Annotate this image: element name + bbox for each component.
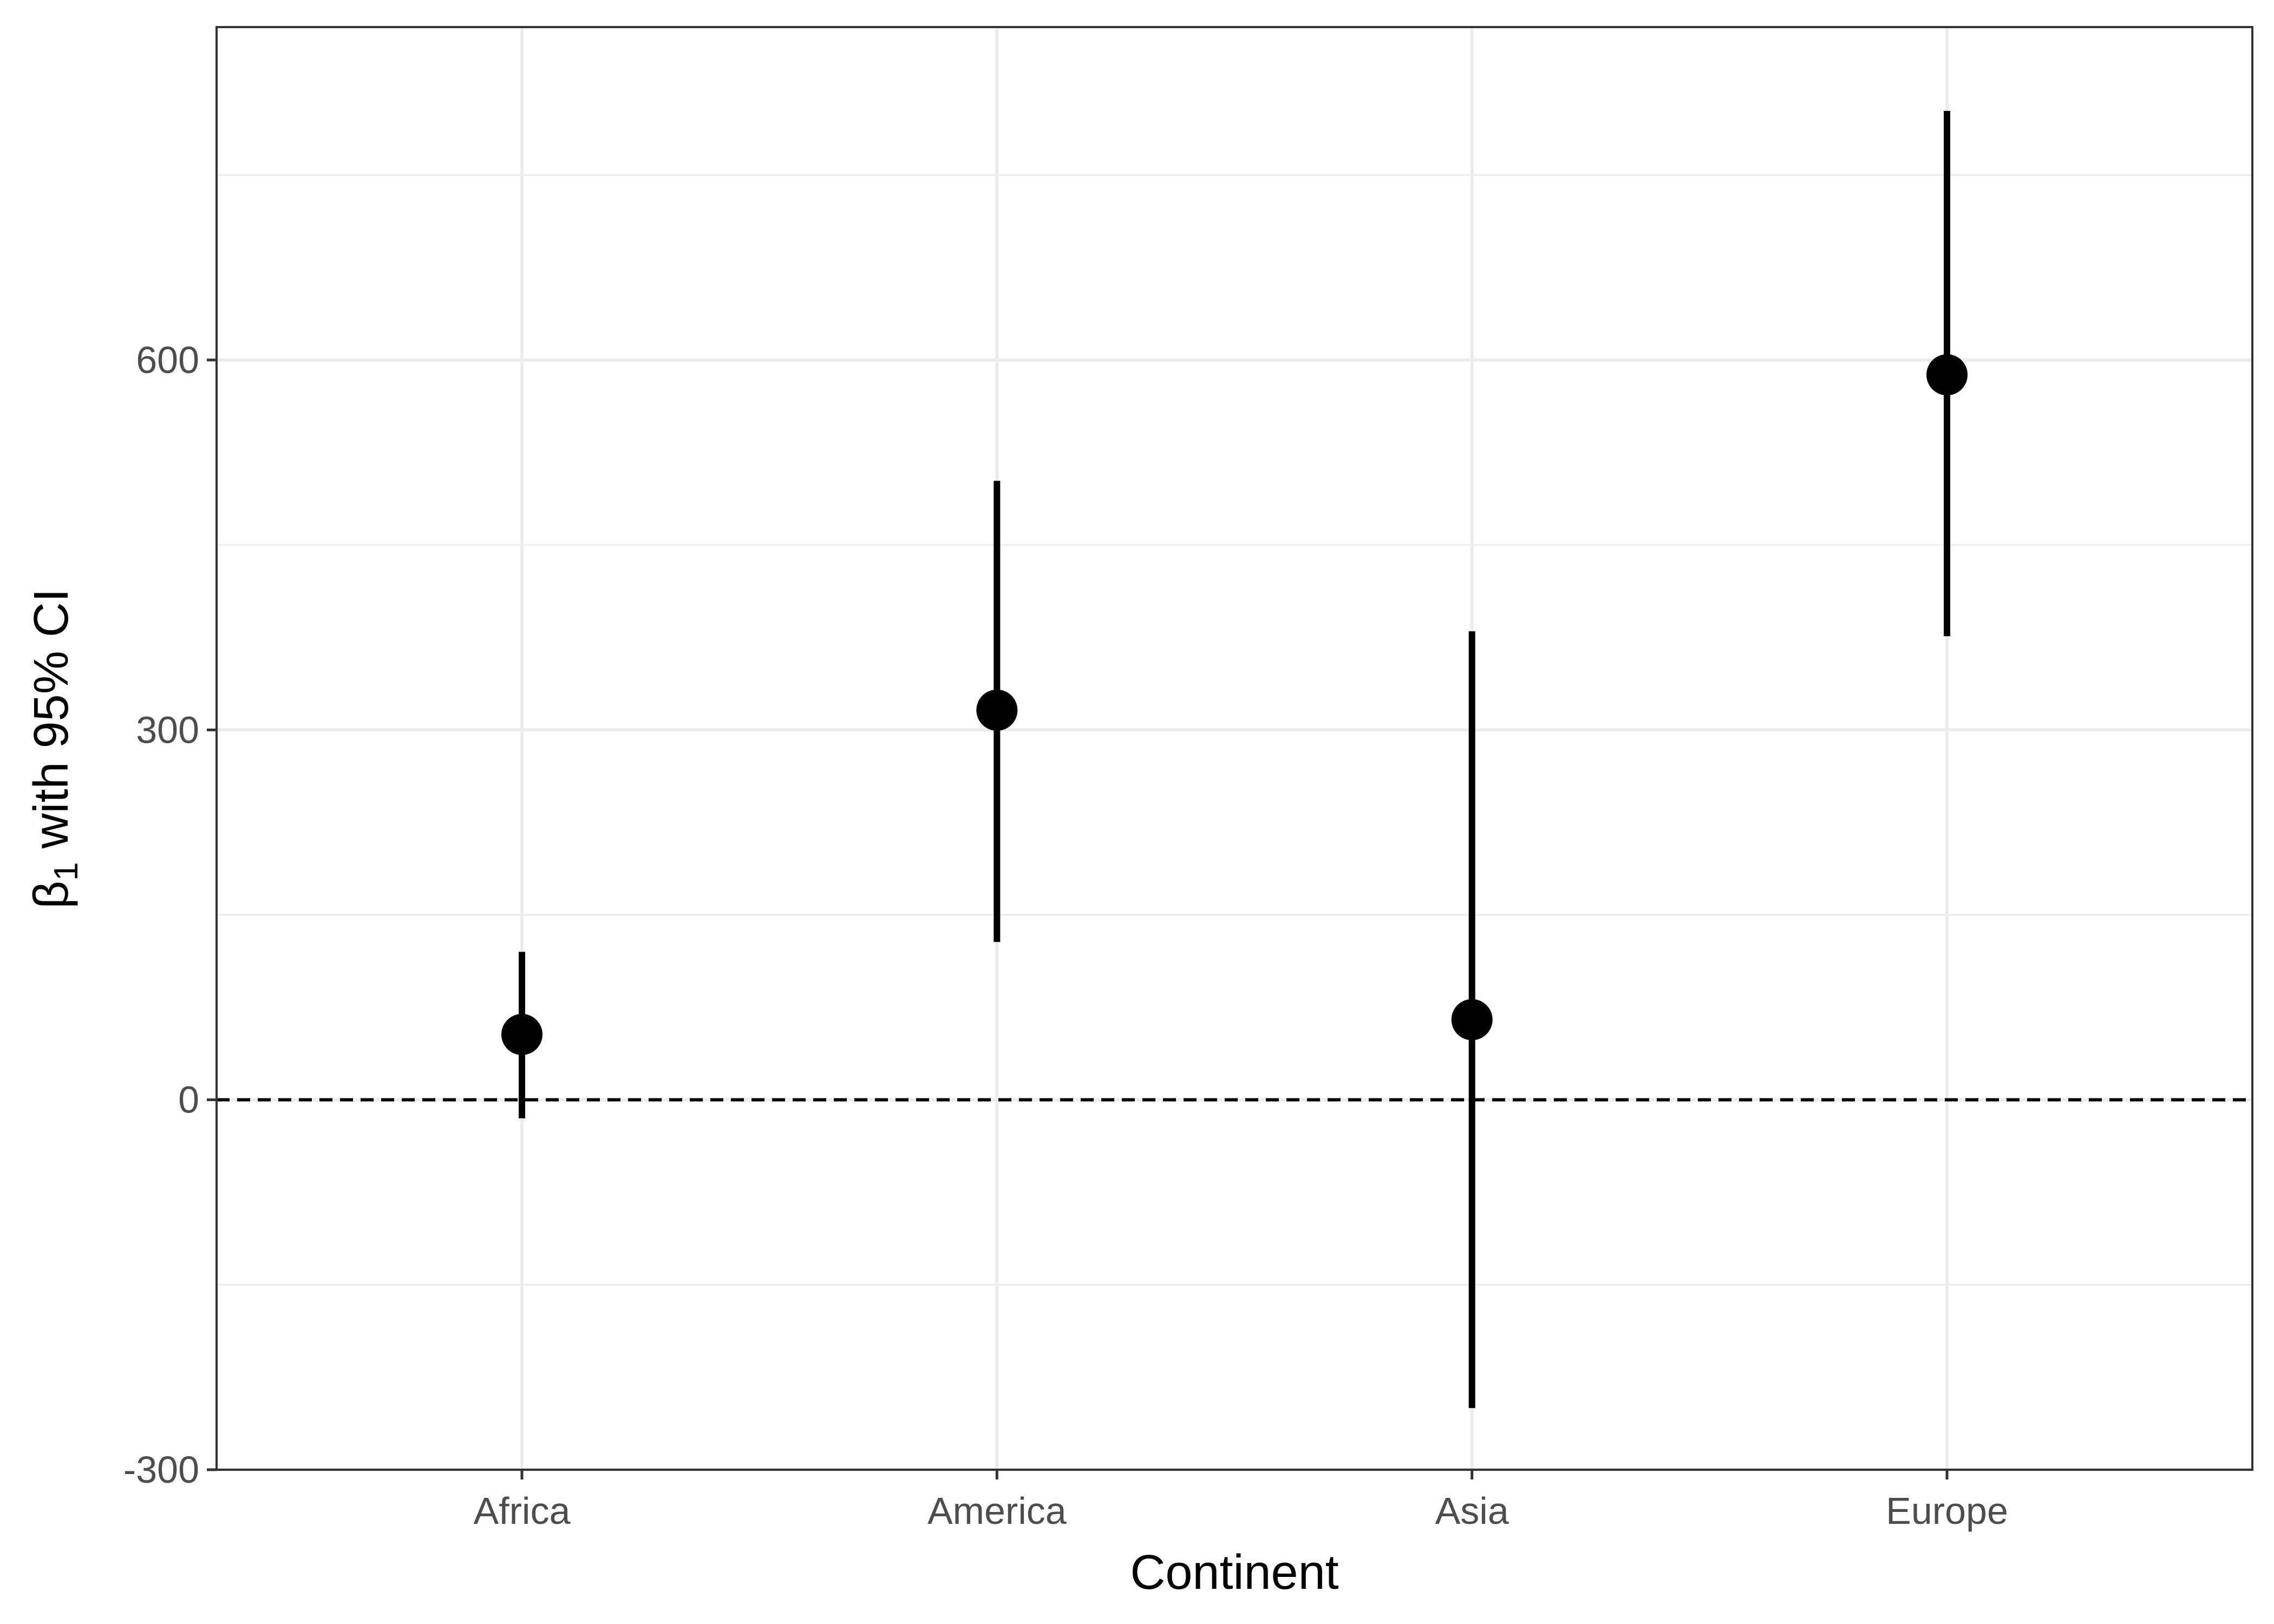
x-tick-label-africa: Africa: [473, 1490, 570, 1532]
minor-gridlines: [217, 174, 2252, 1286]
y-tick-label: 0: [178, 1079, 199, 1121]
point-africa: [501, 1013, 543, 1055]
y-axis-ticks: -300 0 300 600: [123, 339, 217, 1491]
x-axis-title: Continent: [1130, 1546, 1338, 1600]
panel-border: [215, 26, 2253, 1471]
y-tick-label: -300: [123, 1449, 199, 1491]
point-estimates: [501, 354, 1968, 1055]
point-asia: [1451, 999, 1493, 1040]
y-axis-title: β1 with 95% CI: [24, 588, 85, 908]
plot-background: [217, 27, 2252, 1470]
y-tick-label: 300: [136, 709, 199, 751]
x-tick-label-asia: Asia: [1435, 1490, 1509, 1532]
x-axis-ticks: Africa America Asia Europe: [473, 1470, 2008, 1532]
x-tick-label-europe: Europe: [1886, 1490, 2008, 1532]
x-tick-label-america: America: [927, 1490, 1067, 1532]
point-europe: [1926, 354, 1968, 396]
y-tick-label: 600: [136, 339, 199, 381]
y-axis-title-text: with 95% CI: [24, 588, 79, 862]
y-axis-title-subscript: 1: [48, 862, 85, 880]
y-axis-title-symbol: β: [24, 881, 79, 909]
point-america: [976, 689, 1018, 731]
